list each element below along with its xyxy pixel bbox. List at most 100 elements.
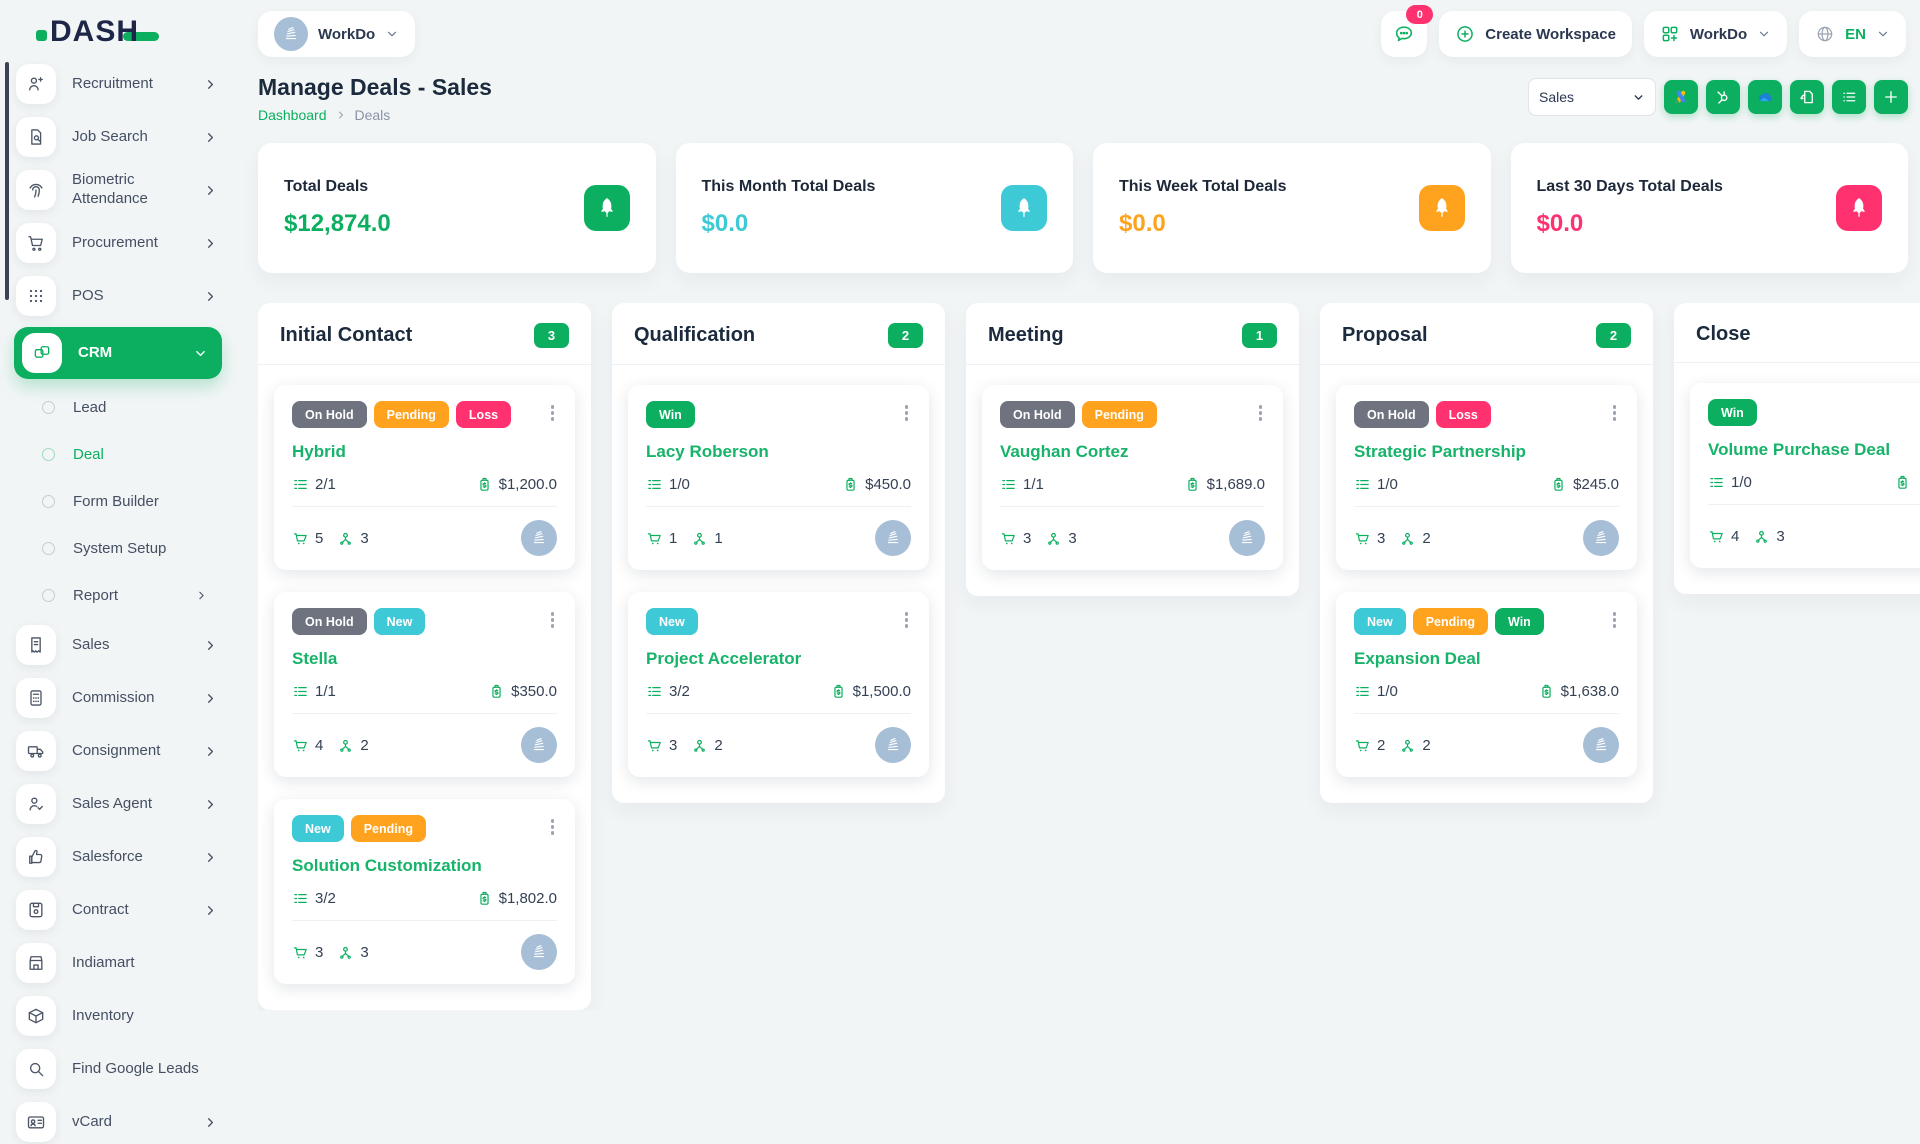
kebab-menu-icon[interactable] <box>548 815 558 839</box>
sidebar-subitem-report[interactable]: Report <box>0 576 232 614</box>
plus-button[interactable] <box>1874 80 1908 114</box>
deal-name[interactable]: Stella <box>292 649 338 668</box>
deal-name[interactable]: Solution Customization <box>292 856 482 875</box>
sidebar-item-indiamart[interactable]: Indiamart <box>0 941 232 985</box>
task-list-icon <box>648 687 661 696</box>
breadcrumb-current: Deals <box>354 107 391 123</box>
kanban-column-proposal: Proposal 2 On Hold Loss Strategic Partner… <box>1320 303 1653 803</box>
tasks-progress: 1/0 <box>1354 683 1398 700</box>
deal-card[interactable]: Win Lacy Roberson 1/0 $450.0 1 1 <box>628 385 929 570</box>
deal-name[interactable]: Project Accelerator <box>646 649 802 668</box>
cart-icon <box>1355 532 1369 544</box>
sidebar-item-procurement[interactable]: Procurement <box>0 221 232 265</box>
people-network-icon <box>1402 532 1414 545</box>
deal-card[interactable]: On Hold Pending Vaughan Cortez 1/1 $1,689… <box>982 385 1283 570</box>
bullet-icon <box>42 494 55 508</box>
kebab-menu-icon[interactable] <box>902 401 912 425</box>
messages-button[interactable]: 0 <box>1381 5 1434 57</box>
sidebar-item-salesforce[interactable]: Salesforce <box>0 835 232 879</box>
sidebar-item-sales-agent[interactable]: Sales Agent <box>0 782 232 826</box>
pipeline-select[interactable]: Sales <box>1528 78 1656 116</box>
deal-card[interactable]: On Hold Pending Loss Hybrid 2/1 $1,200.0 5… <box>274 385 575 570</box>
rocket-icon-button[interactable] <box>1836 185 1882 231</box>
cart-icon <box>1001 532 1015 544</box>
deal-card[interactable]: On Hold Loss Strategic Partnership 1/0 $2… <box>1336 385 1637 570</box>
kebab-menu-icon[interactable] <box>1256 401 1266 425</box>
sidebar-item-recruitment[interactable]: Recruitment <box>0 62 232 106</box>
task-list-icon <box>1356 687 1369 696</box>
sidebar-subitem-deal[interactable]: Deal <box>0 435 232 473</box>
products-count: 3 <box>1000 530 1031 547</box>
kebab-menu-icon[interactable] <box>1610 401 1620 425</box>
workdo-apps-menu[interactable]: WorkDo <box>1643 11 1788 57</box>
workspace-avatar-icon <box>274 17 308 51</box>
grid-plus-icon <box>1662 26 1678 42</box>
kebab-menu-icon[interactable] <box>1610 608 1620 632</box>
tasks-progress: 1/0 <box>1708 474 1752 491</box>
list-view-button[interactable] <box>1832 80 1866 114</box>
sidebar-item-crm[interactable]: CRM <box>14 327 222 379</box>
cart-icon <box>1709 530 1723 542</box>
sidebar-scrollbar-thumb[interactable] <box>5 62 9 300</box>
breadcrumb: Dashboard Deals <box>258 107 492 123</box>
price-tag-icon <box>479 891 489 905</box>
rocket-icon-button[interactable] <box>583 185 630 231</box>
kebab-menu-icon[interactable] <box>902 608 912 632</box>
deal-name[interactable]: Expansion Deal <box>1354 649 1481 668</box>
workspace-avatar <box>1229 520 1265 556</box>
task-list-icon <box>294 894 307 903</box>
deal-card[interactable]: Win Volume Purchase Deal 1/0 4 3 <box>1690 383 1920 568</box>
chevron-right-icon <box>208 799 213 809</box>
rocket-icon-button[interactable] <box>1418 185 1465 231</box>
document-sync-button[interactable] <box>1790 80 1824 114</box>
people-network-icon <box>1402 739 1414 752</box>
sidebar-item-find-google-leads[interactable]: Find Google Leads <box>0 1047 232 1091</box>
deal-card[interactable]: New Project Accelerator 3/2 $1,500.0 3 2 <box>628 592 929 777</box>
sidebar-item-consignment[interactable]: Consignment <box>0 729 232 773</box>
sidebar-subitem-system-setup[interactable]: System Setup <box>0 529 232 567</box>
chevron-right-icon <box>208 238 213 248</box>
people-network-icon <box>1048 532 1060 545</box>
sidebar-item-pos[interactable]: POS <box>0 274 232 318</box>
create-workspace-button[interactable]: Create Workspace <box>1439 11 1632 57</box>
sidebar-subitem-form-builder[interactable]: Form Builder <box>0 482 232 520</box>
rocket-icon-button[interactable] <box>1001 185 1047 231</box>
column-count-badge: 2 <box>1596 323 1631 348</box>
tasks-progress: 3/2 <box>646 683 690 700</box>
deal-name[interactable]: Hybrid <box>292 442 346 461</box>
chevron-right-icon <box>208 640 213 650</box>
kebab-menu-icon[interactable] <box>548 608 558 632</box>
onedrive-button[interactable] <box>1748 80 1782 114</box>
status-badge: Loss <box>455 401 512 428</box>
sidebar-item-vcard[interactable]: vCard <box>0 1100 232 1144</box>
workspace-switcher[interactable]: WorkDo <box>258 11 416 57</box>
price-tag-icon <box>479 477 489 491</box>
google-ads-button[interactable] <box>1664 80 1698 114</box>
deal-name[interactable]: Vaughan Cortez <box>1000 442 1129 461</box>
sidebar-item-job-search[interactable]: Job Search <box>0 115 232 159</box>
calculator-icon <box>16 678 56 718</box>
sidebar-item-contract[interactable]: Contract <box>0 888 232 932</box>
status-badge: New <box>646 608 698 635</box>
deal-name[interactable]: Volume Purchase Deal <box>1708 440 1891 459</box>
sidebar-item-sales[interactable]: Sales <box>0 623 232 667</box>
deal-card[interactable]: On Hold New Stella 1/1 $350.0 4 2 <box>274 592 575 777</box>
breadcrumb-dashboard-link[interactable]: Dashboard <box>258 107 327 123</box>
deal-card[interactable]: New Pending Win Expansion Deal 1/0 $1,638.… <box>1336 592 1637 777</box>
hubspot-button[interactable] <box>1706 80 1740 114</box>
sidebar-item-commission[interactable]: Commission <box>0 676 232 720</box>
sidebar-item-biometric-attendance[interactable]: Biometric Attendance <box>0 168 232 212</box>
status-badges: New Pending <box>292 815 427 842</box>
deal-name[interactable]: Strategic Partnership <box>1354 442 1526 461</box>
users-count: 3 <box>337 944 369 961</box>
kebab-menu-icon[interactable] <box>548 401 558 425</box>
deal-card[interactable]: New Pending Solution Customization 3/2 $1… <box>274 799 575 984</box>
workspace-name: WorkDo <box>318 25 376 43</box>
kanban-column-initial-contact: Initial Contact 3 On Hold Pending Loss Hyb… <box>258 303 591 1010</box>
deal-name[interactable]: Lacy Roberson <box>646 442 769 461</box>
language-selector[interactable]: EN <box>1799 11 1906 57</box>
status-badge: On Hold <box>1354 401 1429 428</box>
status-badges: New Pending Win <box>1354 608 1544 635</box>
sidebar-subitem-lead[interactable]: Lead <box>0 388 232 426</box>
sidebar-item-inventory[interactable]: Inventory <box>0 994 232 1038</box>
